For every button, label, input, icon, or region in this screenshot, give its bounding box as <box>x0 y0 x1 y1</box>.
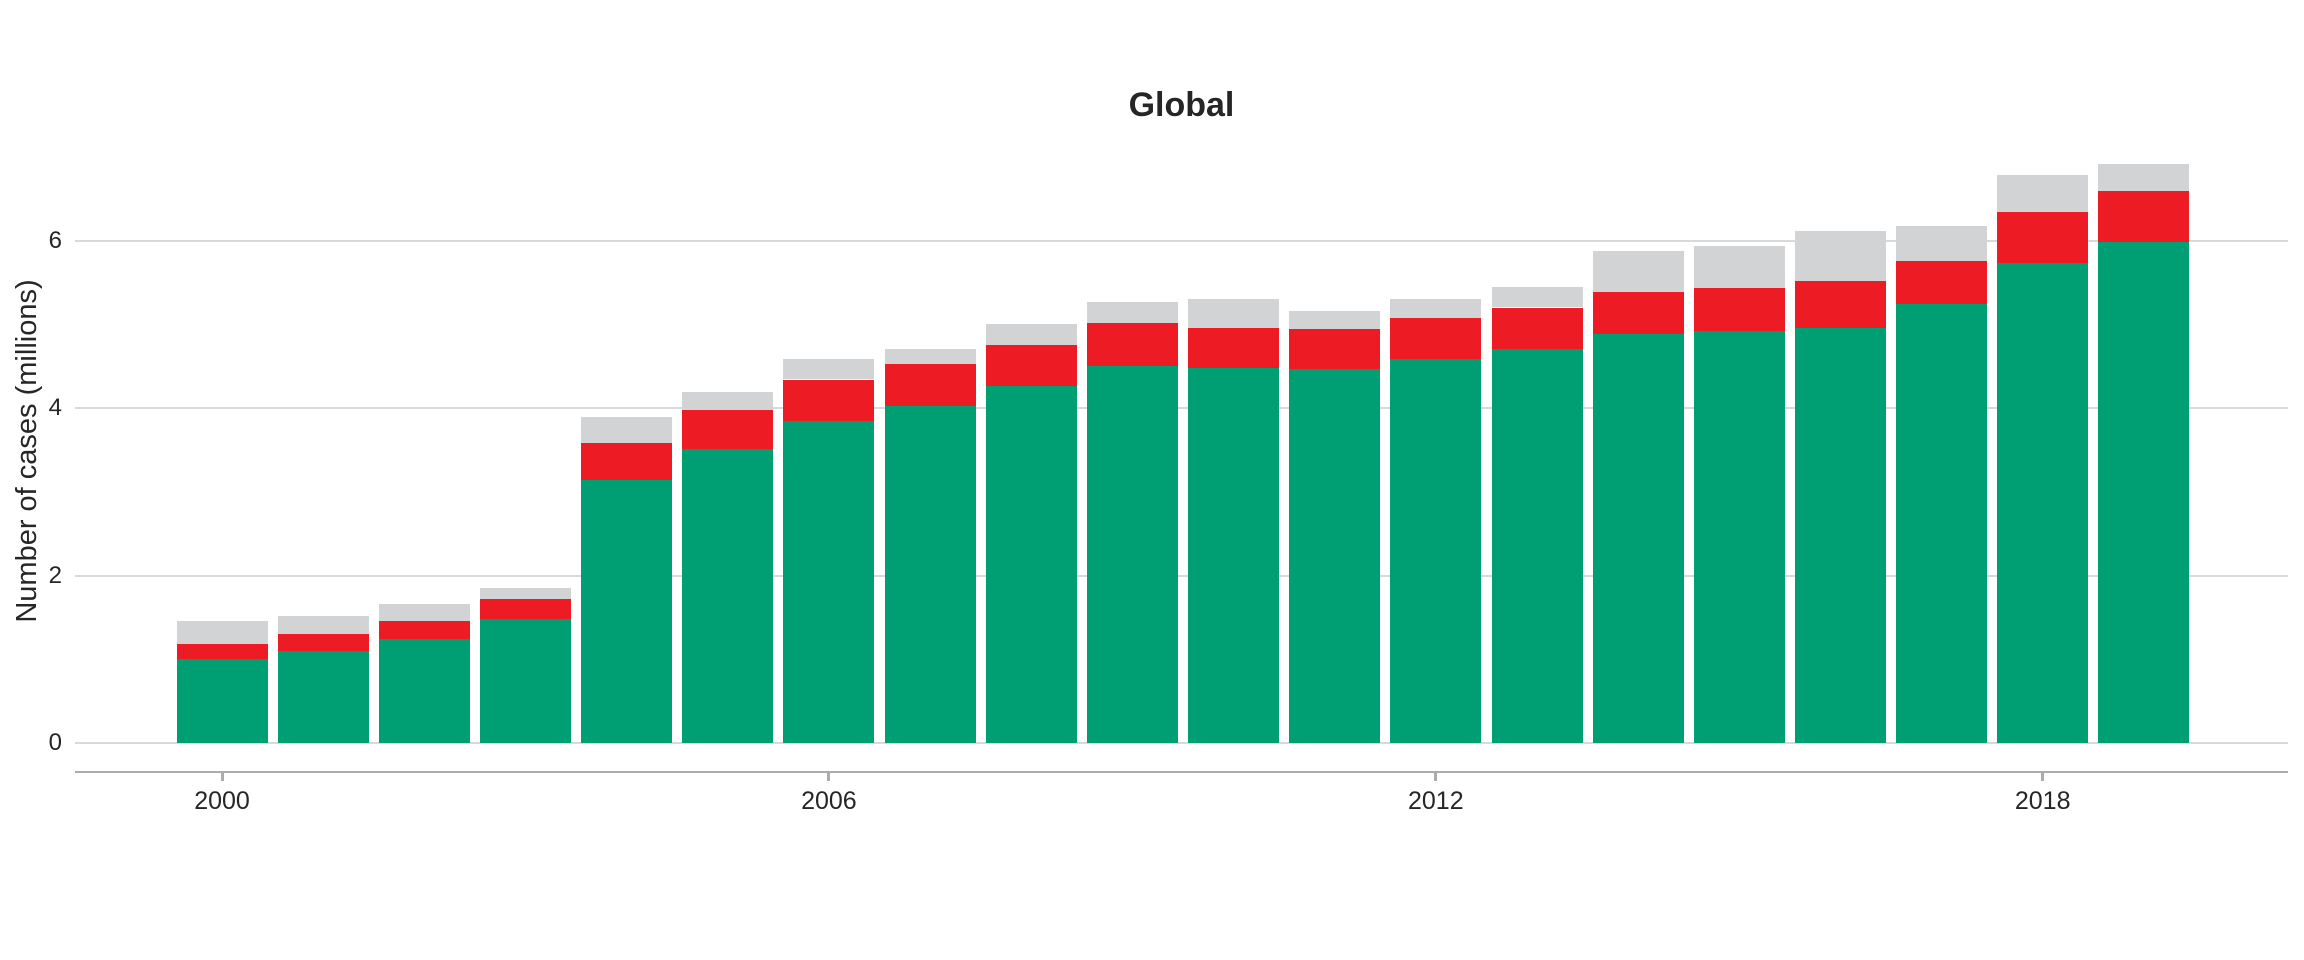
bar-2011-segment-red <box>1289 329 1381 370</box>
bar-2009-segment-grey <box>1086 301 1178 324</box>
y-tick-label-0: 0 <box>48 729 62 756</box>
bar-2011-segment-green <box>1289 369 1381 743</box>
bar-2018-segment-red <box>1997 212 2089 264</box>
bar-2014-segment-green <box>1592 334 1684 743</box>
bar-2005-segment-red <box>682 410 774 449</box>
bar-2001-segment-grey <box>277 615 369 635</box>
bar-2006 <box>783 358 875 743</box>
x-tick-2006 <box>827 773 831 781</box>
bar-2014-segment-red <box>1592 292 1684 335</box>
bar-2017-segment-red <box>1896 260 1988 305</box>
x-tick-label-2000: 2000 <box>194 787 250 815</box>
bar-2005-segment-green <box>682 448 774 743</box>
bar-2001-segment-red <box>277 634 369 651</box>
bar-2011 <box>1289 310 1381 743</box>
chart-title: Global <box>1128 86 1235 124</box>
bar-2018-segment-green <box>1997 263 2089 743</box>
bar-2015-segment-green <box>1693 330 1785 743</box>
bar-2011-segment-grey <box>1289 310 1381 330</box>
bar-2009-segment-red <box>1086 323 1178 367</box>
bar-2015 <box>1693 246 1785 743</box>
bar-2019 <box>2098 163 2190 743</box>
gridline-y-2 <box>75 575 2288 577</box>
gridline-y-0 <box>75 742 2288 744</box>
x-tick-label-2018: 2018 <box>2014 787 2071 815</box>
bar-2006-segment-red <box>783 379 875 422</box>
bar-2008-segment-green <box>985 386 1077 744</box>
bar-2018 <box>1997 175 2089 743</box>
bar-2010 <box>1188 299 1279 743</box>
bar-2016-segment-red <box>1794 280 1886 328</box>
bar-2007-segment-grey <box>884 348 976 364</box>
bar-2000-segment-grey <box>176 620 268 645</box>
bar-2012-segment-green <box>1390 358 1482 743</box>
bar-2008-segment-grey <box>985 324 1077 346</box>
bar-2019-segment-green <box>2098 242 2190 743</box>
bar-2000-segment-green <box>176 659 268 743</box>
bar-2015-segment-red <box>1693 288 1785 331</box>
bar-2012-segment-grey <box>1390 299 1482 318</box>
bar-2003 <box>480 588 571 743</box>
bar-2000-segment-red <box>176 644 268 660</box>
gridline-y-6 <box>75 240 2288 242</box>
y-tick-label-2: 2 <box>48 562 62 589</box>
bar-2005 <box>682 392 774 743</box>
bar-2019-segment-grey <box>2098 163 2190 192</box>
bar-2001 <box>277 615 369 743</box>
bar-2003-segment-green <box>480 618 571 743</box>
bar-2013-segment-red <box>1491 307 1583 350</box>
bar-2001-segment-green <box>277 650 369 743</box>
bar-2015-segment-grey <box>1693 246 1785 289</box>
x-tick-2018 <box>2041 773 2045 781</box>
bar-2006-segment-green <box>783 421 875 743</box>
bar-2018-segment-grey <box>1997 175 2089 212</box>
x-tick-2000 <box>220 773 224 781</box>
bar-2012 <box>1390 299 1482 743</box>
bar-2019-segment-red <box>2098 191 2190 243</box>
bar-2004-segment-green <box>581 479 673 743</box>
bar-2008-segment-red <box>985 345 1077 387</box>
bar-2004 <box>581 417 673 743</box>
bar-2003-segment-red <box>480 598 571 619</box>
bar-2006-segment-grey <box>783 358 875 380</box>
bar-2016 <box>1794 231 1886 743</box>
bar-2002-segment-green <box>378 639 470 743</box>
x-axis-line <box>75 771 2288 773</box>
bar-2013 <box>1491 287 1583 743</box>
bar-2017 <box>1896 226 1988 743</box>
bar-2002 <box>378 603 470 743</box>
x-tick-label-2012: 2012 <box>1407 787 1464 815</box>
bar-2002-segment-grey <box>378 603 470 621</box>
bar-2003-segment-grey <box>480 588 571 599</box>
bar-2002-segment-red <box>378 620 470 640</box>
y-tick-label-4: 4 <box>48 394 62 421</box>
bar-2012-segment-red <box>1390 317 1482 359</box>
bar-2000 <box>176 620 268 743</box>
bar-2013-segment-green <box>1491 349 1583 743</box>
bar-2010-segment-green <box>1188 367 1279 743</box>
gridline-y-4 <box>75 407 2288 409</box>
x-tick-2012 <box>1434 773 1438 781</box>
bar-2014 <box>1592 250 1684 743</box>
bar-2009 <box>1086 301 1178 743</box>
bar-2007 <box>884 348 976 743</box>
bar-2013-segment-grey <box>1491 287 1583 308</box>
bar-2009-segment-green <box>1086 366 1178 743</box>
x-tick-label-2006: 2006 <box>801 787 857 815</box>
bar-2004-segment-red <box>581 443 673 480</box>
bar-2008 <box>985 324 1077 744</box>
bar-2016-segment-grey <box>1794 231 1886 281</box>
bar-2010-segment-red <box>1188 328 1279 368</box>
y-tick-label-6: 6 <box>48 227 62 254</box>
bar-2007-segment-green <box>884 405 976 743</box>
bar-2004-segment-grey <box>581 417 673 444</box>
bar-2010-segment-grey <box>1188 299 1279 329</box>
bar-2014-segment-grey <box>1592 250 1684 293</box>
bar-2017-segment-grey <box>1896 226 1988 261</box>
bar-2005-segment-grey <box>682 392 774 411</box>
bar-2016-segment-green <box>1794 327 1886 743</box>
bar-2017-segment-green <box>1896 304 1988 743</box>
bar-2007-segment-red <box>884 363 976 406</box>
